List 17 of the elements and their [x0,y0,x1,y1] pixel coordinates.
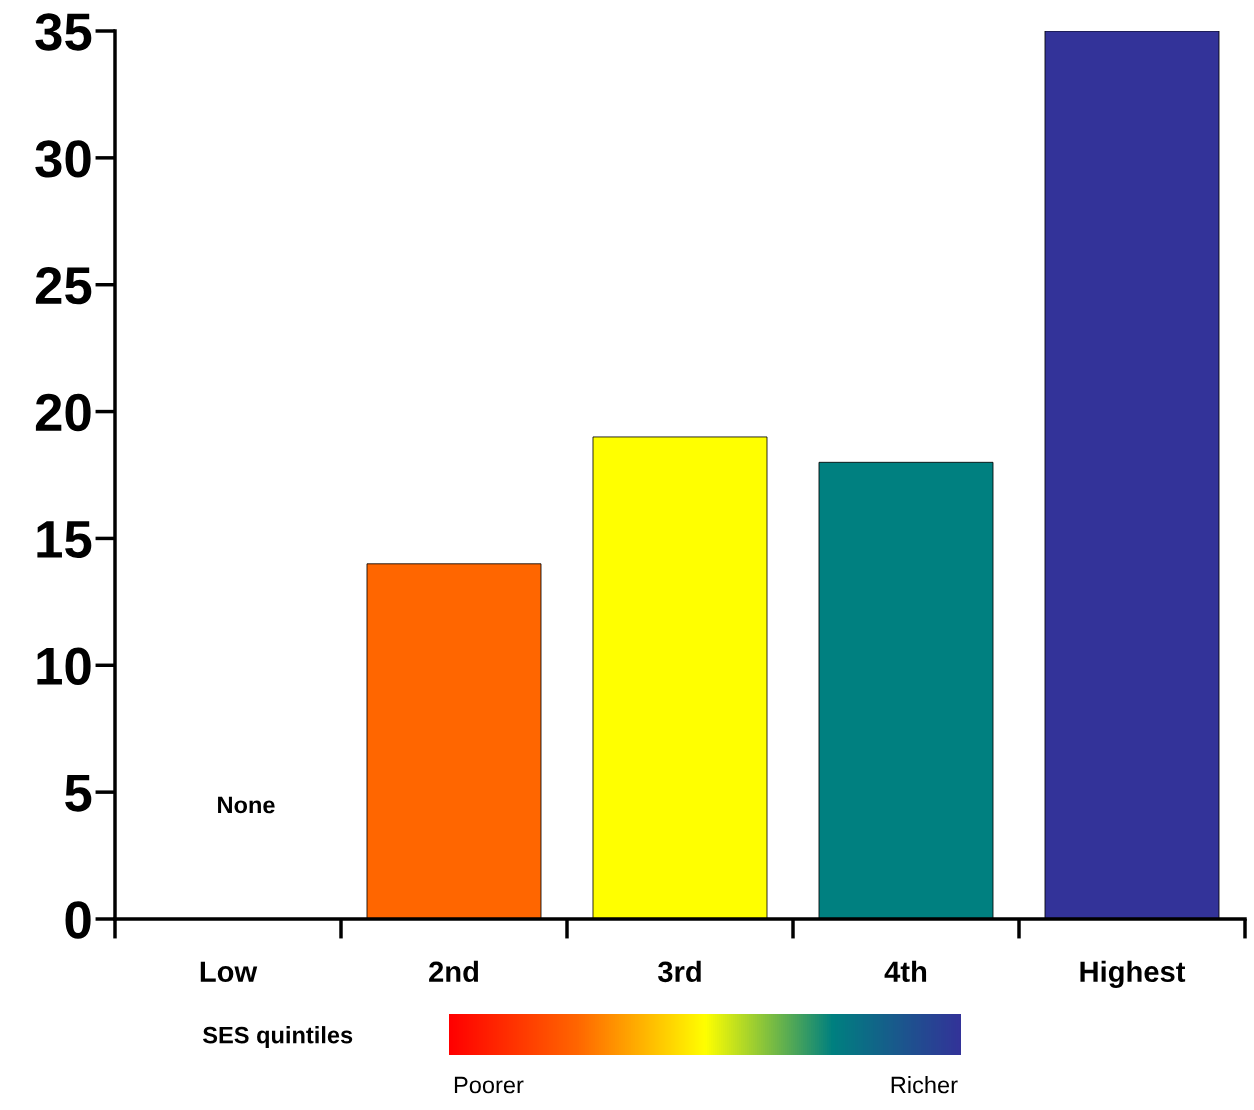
y-tick-label: 25 [35,266,92,305]
y-tick-label: 5 [65,774,92,812]
text: Richer [891,1075,958,1094]
y-tick-label: 0 [65,901,91,939]
x-tick-label: 2nd [429,960,479,983]
text: Poorer [454,1076,524,1094]
y-tick-label: 30 [35,140,91,178]
x-tick-label: Highest [1080,960,1186,988]
annotation: None [218,796,275,814]
y-tick-label: 15 [37,521,92,559]
y-tick-label: 35 [35,13,92,51]
y-tick-label: 10 [37,647,91,685]
x-tick-label: 3rd [657,960,701,983]
x-axis-title: SES quintiles [202,1026,353,1049]
x-tick-label: 4th [884,960,927,983]
y-tick-label: 20 [35,393,91,432]
x-tick-label: Low [200,961,258,983]
